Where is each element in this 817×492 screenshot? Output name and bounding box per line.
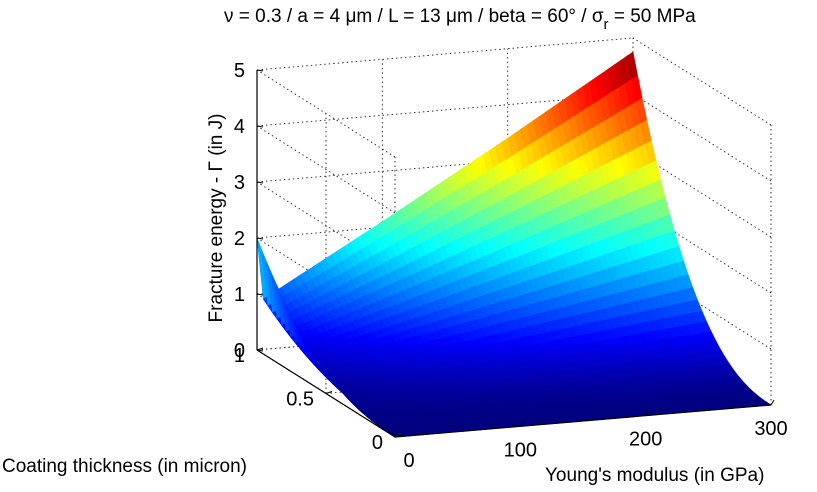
y-tick-label: 0 bbox=[372, 432, 383, 454]
grid-line bbox=[632, 37, 772, 126]
y-axis-label: Coating thickness (in micron) bbox=[2, 456, 247, 477]
z-tick-mark bbox=[256, 125, 264, 128]
x-tick-label: 0 bbox=[403, 450, 414, 472]
x-axis-label: Young's modulus (in GPa) bbox=[545, 465, 764, 486]
z-tick-mark bbox=[256, 69, 264, 72]
chart-title-main: ν = 0.3 / a = 4 μm / L = 13 μm / beta = … bbox=[224, 6, 604, 27]
axes bbox=[256, 69, 775, 438]
grid-line bbox=[256, 125, 396, 214]
grid-line bbox=[632, 93, 772, 182]
z-tick-label: 1 bbox=[234, 284, 245, 306]
z-tick-label: 4 bbox=[234, 116, 245, 138]
x-tick-label: 100 bbox=[504, 439, 537, 461]
z-tick-mark bbox=[256, 237, 264, 240]
x-tick-label: 200 bbox=[629, 429, 662, 451]
z-tick-label: 2 bbox=[234, 228, 245, 250]
y-tick-label: 1 bbox=[234, 345, 245, 367]
z-tick-mark bbox=[256, 293, 264, 296]
chart-title: ν = 0.3 / a = 4 μm / L = 13 μm / beta = … bbox=[224, 6, 696, 33]
z-tick-label: 0 bbox=[234, 340, 245, 362]
x-tick-mark bbox=[394, 431, 399, 438]
z-tick-label: 3 bbox=[234, 172, 245, 194]
x-tick-mark bbox=[645, 410, 650, 416]
z-axis-label: Fracture energy - Γ (in J) bbox=[206, 114, 227, 323]
y-tick-label: 0.5 bbox=[286, 389, 314, 411]
z-tick-mark bbox=[256, 349, 264, 352]
x-axis-line bbox=[394, 404, 772, 438]
x-tick-label: 300 bbox=[754, 418, 787, 440]
y-tick-mark bbox=[325, 391, 333, 394]
x-tick-mark bbox=[519, 421, 524, 427]
surface bbox=[256, 51, 772, 438]
y-tick-mark bbox=[394, 434, 402, 438]
x-tick-mark bbox=[770, 399, 775, 406]
grid-line bbox=[256, 37, 634, 71]
chart-title-subscript: r bbox=[604, 16, 609, 33]
chart-title-suffix: = 50 MPa bbox=[609, 6, 697, 27]
z-tick-mark bbox=[256, 181, 264, 184]
z-tick-label: 5 bbox=[234, 60, 245, 82]
